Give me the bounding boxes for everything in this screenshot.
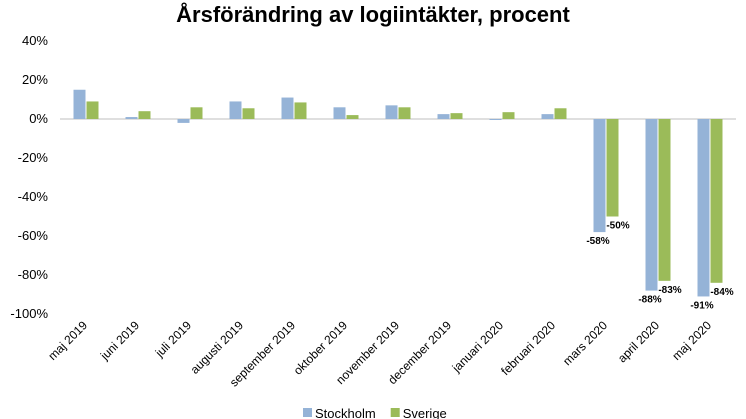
legend-label: Sverige <box>403 406 447 419</box>
bar-sverige-9 <box>554 108 567 119</box>
bar-sverige-5 <box>346 115 359 119</box>
x-tick-label: maj 2019 <box>45 318 90 363</box>
bar-stockholm-9 <box>541 114 554 119</box>
data-label: -58% <box>586 236 609 247</box>
x-tick-label: april 2020 <box>615 318 662 365</box>
y-tick-label: -20% <box>18 150 49 165</box>
bar-stockholm-11 <box>645 119 658 291</box>
y-tick-label: -40% <box>18 189 49 204</box>
bar-stockholm-3 <box>229 101 242 119</box>
y-tick-label: 40% <box>22 33 48 48</box>
data-label: -84% <box>710 287 733 298</box>
x-tick-label: februari 2020 <box>498 318 558 378</box>
legend-swatch <box>303 408 312 417</box>
bar-sverige-2 <box>190 107 203 119</box>
bar-sverige-8 <box>502 112 515 119</box>
bar-stockholm-7 <box>437 114 450 119</box>
bar-sverige-0 <box>86 101 99 119</box>
data-label: -83% <box>658 285 681 296</box>
bar-sverige-4 <box>294 102 307 119</box>
bar-stockholm-0 <box>73 89 86 119</box>
bar-sverige-7 <box>450 113 463 119</box>
y-tick-label: -80% <box>18 267 49 282</box>
bar-sverige-6 <box>398 107 411 119</box>
x-tick-label: juli 2019 <box>152 318 194 360</box>
x-tick-label: mars 2020 <box>560 318 610 368</box>
bar-sverige-12 <box>710 119 723 283</box>
legend-swatch <box>390 408 400 417</box>
y-tick-label: 20% <box>22 72 48 87</box>
bar-stockholm-1 <box>125 117 138 119</box>
bar-sverige-1 <box>138 111 151 119</box>
bar-stockholm-8 <box>489 119 502 120</box>
bar-stockholm-6 <box>385 105 398 119</box>
bar-sverige-10 <box>606 119 619 217</box>
bar-stockholm-10 <box>593 119 606 233</box>
x-tick-label: maj 2020 <box>669 318 714 363</box>
bar-sverige-3 <box>242 108 255 119</box>
data-label: -88% <box>638 295 661 306</box>
chart-title: Årsförändring av logiintäkter, procent <box>176 2 570 27</box>
bar-sverige-11 <box>658 119 671 281</box>
y-tick-label: 0% <box>29 111 48 126</box>
data-label: -91% <box>690 300 713 311</box>
x-tick-label: januari 2020 <box>449 318 507 376</box>
x-tick-label: juni 2019 <box>97 318 142 363</box>
bar-stockholm-12 <box>697 119 710 297</box>
bar-stockholm-2 <box>177 119 190 123</box>
bar-stockholm-4 <box>281 97 294 119</box>
y-tick-label: -60% <box>18 228 49 243</box>
bar-stockholm-5 <box>333 107 346 119</box>
data-label: -50% <box>606 221 629 232</box>
y-tick-label: -100% <box>10 306 48 321</box>
legend-label: Stockholm <box>315 406 376 419</box>
